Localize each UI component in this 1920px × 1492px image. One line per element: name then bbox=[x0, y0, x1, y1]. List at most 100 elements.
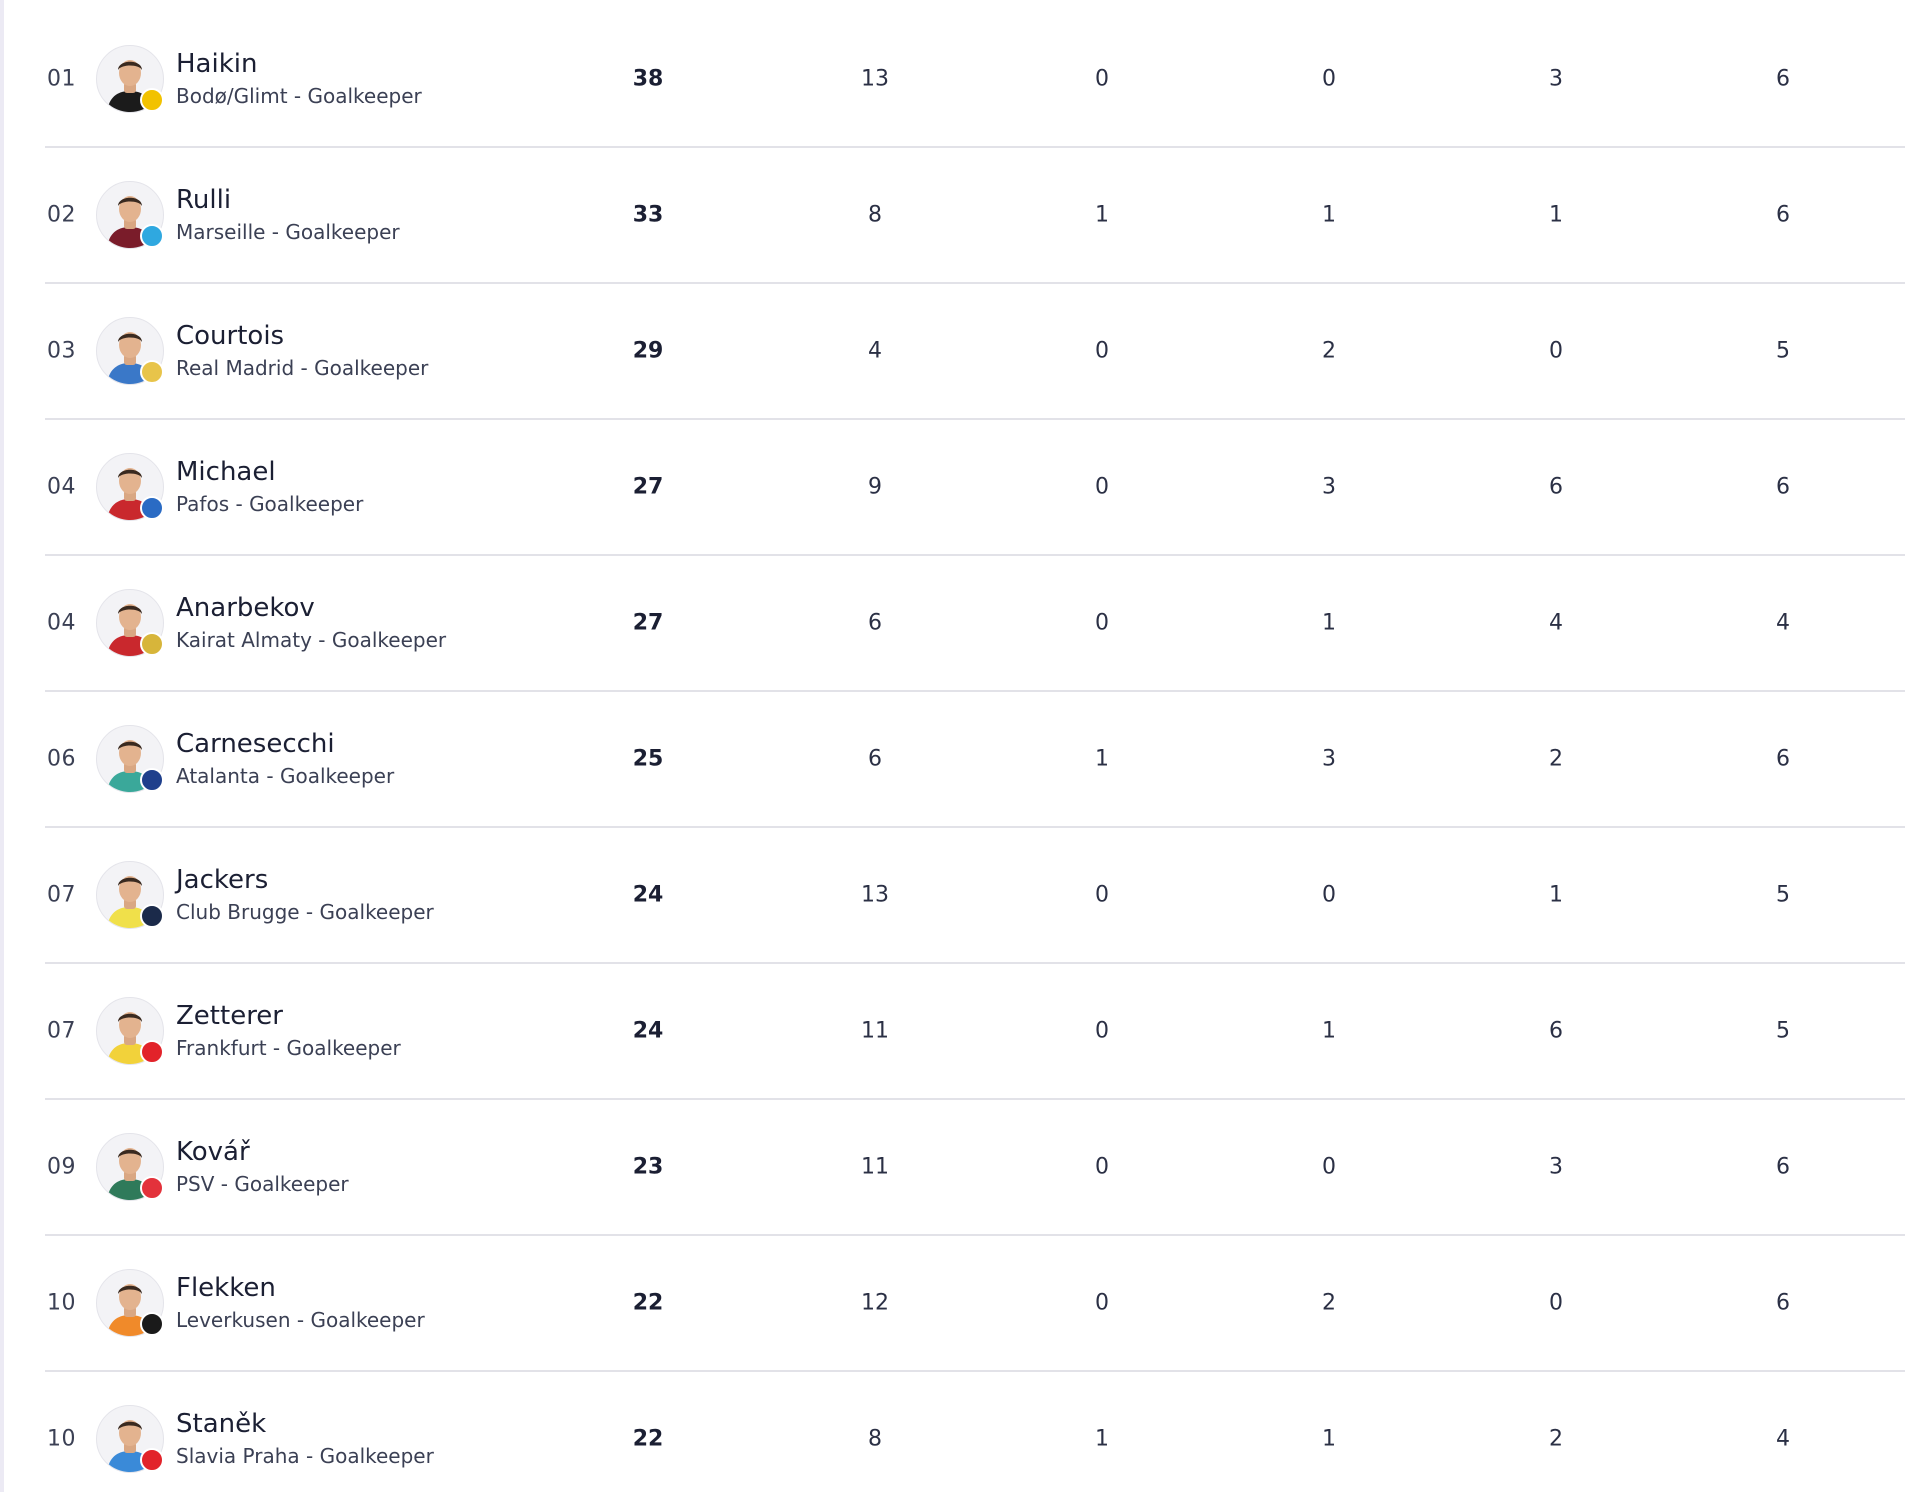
table-row[interactable]: 01 Haikin Bodø/Glimt - Goalkeeper 38 13 0 0 3 6 bbox=[45, 12, 1905, 148]
left-border bbox=[0, 0, 4, 1492]
stat-value: 12 bbox=[861, 1290, 889, 1316]
stat-value: 13 bbox=[861, 66, 889, 92]
player-name[interactable]: Jackers bbox=[176, 865, 269, 895]
table-row[interactable]: 07 Jackers Club Brugge - Goalkeeper 24 13 0 0 1… bbox=[45, 828, 1905, 964]
separator: - bbox=[265, 220, 286, 244]
stat-value: 9 bbox=[868, 474, 882, 500]
stat-value: 8 bbox=[868, 202, 882, 228]
player-club-position: Frankfurt - Goalkeeper bbox=[176, 1036, 401, 1060]
stat-value: 3 bbox=[1549, 66, 1563, 92]
player-club-position: Marseille - Goalkeeper bbox=[176, 220, 400, 244]
player-club-position: Leverkusen - Goalkeeper bbox=[176, 1308, 425, 1332]
player-name[interactable]: Rulli bbox=[176, 185, 232, 215]
player-name[interactable]: Staněk bbox=[176, 1409, 267, 1439]
club-badge-icon bbox=[140, 1040, 164, 1064]
table-row[interactable]: 03 Courtois Real Madrid - Goalkeeper 29 4 0 2 0… bbox=[45, 284, 1905, 420]
stat-value: 4 bbox=[868, 338, 882, 364]
club-badge-icon bbox=[140, 224, 164, 248]
stat-value: 2 bbox=[1322, 338, 1336, 364]
player-club: PSV bbox=[176, 1172, 215, 1196]
player-position: Goalkeeper bbox=[285, 220, 400, 244]
stat-value: 0 bbox=[1095, 66, 1109, 92]
stat-value: 1 bbox=[1549, 202, 1563, 228]
player-club: Kairat Almaty bbox=[176, 628, 312, 652]
stat-value: 1 bbox=[1322, 610, 1336, 636]
player-name[interactable]: Carnesecchi bbox=[176, 729, 335, 759]
player-club: Real Madrid bbox=[176, 356, 295, 380]
stat-value: 1 bbox=[1095, 1426, 1109, 1452]
player-position: Goalkeeper bbox=[234, 1172, 349, 1196]
stat-value: 0 bbox=[1549, 1290, 1563, 1316]
table-row[interactable]: 02 Rulli Marseille - Goalkeeper 33 8 1 1 1 6 bbox=[45, 148, 1905, 284]
stat-value: 3 bbox=[1322, 746, 1336, 772]
stat-primary: 25 bbox=[632, 746, 664, 772]
player-position: Goalkeeper bbox=[314, 356, 429, 380]
player-position: Goalkeeper bbox=[319, 900, 434, 924]
stat-primary: 38 bbox=[632, 66, 664, 92]
player-name[interactable]: Haikin bbox=[176, 49, 258, 79]
player-club-position: Pafos - Goalkeeper bbox=[176, 492, 363, 516]
player-club-position: Kairat Almaty - Goalkeeper bbox=[176, 628, 446, 652]
player-name[interactable]: Flekken bbox=[176, 1273, 276, 1303]
player-club: Club Brugge bbox=[176, 900, 300, 924]
table-row[interactable]: 10 Flekken Leverkusen - Goalkeeper 22 12 0 2 0 6 bbox=[45, 1236, 1905, 1372]
stat-value: 1 bbox=[1322, 1018, 1336, 1044]
club-badge-icon bbox=[140, 904, 164, 928]
player-position: Goalkeeper bbox=[279, 764, 395, 788]
stat-value: 1 bbox=[1322, 1426, 1336, 1452]
player-club: Slavia Praha bbox=[176, 1444, 300, 1468]
stat-value: 3 bbox=[1322, 474, 1336, 500]
separator: - bbox=[299, 900, 320, 924]
separator: - bbox=[299, 1444, 320, 1468]
stat-value: 6 bbox=[868, 610, 882, 636]
player-avatar[interactable] bbox=[96, 861, 164, 929]
separator: - bbox=[294, 356, 315, 380]
stat-value: 4 bbox=[1776, 610, 1790, 636]
stat-value: 2 bbox=[1549, 746, 1563, 772]
table-row[interactable]: 07 Zetterer Frankfurt - Goalkeeper 24 11 0 1 6 5 bbox=[45, 964, 1905, 1100]
player-name[interactable]: Courtois bbox=[176, 321, 285, 351]
player-club: Marseille bbox=[176, 220, 266, 244]
player-stats-table: 01 Haikin Bodø/Glimt - Goalkeeper 38 13 0 0 3 6 0… bbox=[45, 12, 1905, 1492]
player-club-position: Slavia Praha - Goalkeeper bbox=[176, 1444, 434, 1468]
player-name[interactable]: Michael bbox=[176, 457, 276, 487]
club-badge-icon bbox=[140, 1448, 164, 1472]
player-rank: 06 bbox=[47, 746, 76, 772]
stat-value: 13 bbox=[861, 882, 889, 908]
table-row[interactable]: 04 Michael Pafos - Goalkeeper 27 9 0 3 6 6 bbox=[45, 420, 1905, 556]
table-row[interactable]: 06 Carnesecchi Atalanta - Goalkeeper 25 6 1 3 2… bbox=[45, 692, 1905, 828]
stat-value: 0 bbox=[1095, 338, 1109, 364]
player-club: Bodø/Glimt bbox=[176, 84, 288, 108]
player-position: Goalkeeper bbox=[307, 84, 422, 108]
stat-value: 5 bbox=[1776, 882, 1790, 908]
stat-value: 2 bbox=[1549, 1426, 1563, 1452]
stat-value: 5 bbox=[1776, 338, 1790, 364]
separator: - bbox=[229, 492, 250, 516]
player-rank: 10 bbox=[47, 1290, 76, 1316]
stat-primary: 23 bbox=[632, 1154, 664, 1180]
stat-value: 0 bbox=[1095, 474, 1109, 500]
stat-value: 6 bbox=[1776, 202, 1790, 228]
player-rank: 04 bbox=[47, 474, 76, 500]
table-row[interactable]: 04 Anarbekov Kairat Almaty - Goalkeeper 27 6… bbox=[45, 556, 1905, 692]
stat-value: 6 bbox=[1549, 474, 1563, 500]
stat-value: 8 bbox=[868, 1426, 882, 1452]
club-badge-icon bbox=[140, 88, 164, 112]
stat-value: 0 bbox=[1322, 882, 1336, 908]
player-club-position: PSV - Goalkeeper bbox=[176, 1172, 349, 1196]
table-row[interactable]: 09 Kovář PSV - Goalkeeper 23 11 0 0 3 6 bbox=[45, 1100, 1905, 1236]
stat-value: 0 bbox=[1095, 882, 1109, 908]
player-rank: 07 bbox=[47, 882, 76, 908]
player-position: Goalkeeper bbox=[331, 628, 447, 652]
player-name[interactable]: Zetterer bbox=[176, 1001, 283, 1031]
table-row[interactable]: 10 Staněk Slavia Praha - Goalkeeper 22 8 1 1 2 4 bbox=[45, 1372, 1905, 1492]
player-name[interactable]: Anarbekov bbox=[176, 593, 315, 623]
player-name[interactable]: Kovář bbox=[176, 1137, 250, 1167]
player-position: Goalkeeper bbox=[286, 1036, 401, 1060]
club-badge-icon bbox=[140, 632, 164, 656]
separator: - bbox=[214, 1172, 235, 1196]
stat-primary: 33 bbox=[632, 202, 664, 228]
player-club-position: Atalanta - Goalkeeper bbox=[176, 764, 394, 788]
separator: - bbox=[266, 1036, 287, 1060]
